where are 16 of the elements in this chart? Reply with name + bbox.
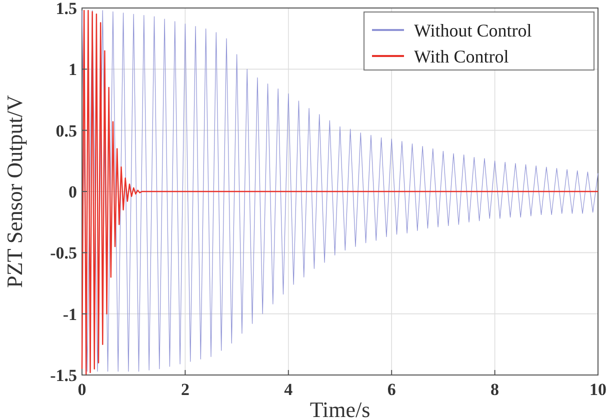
y-tick-label: 0.5 [56,121,77,140]
x-tick-label: 6 [387,380,396,399]
x-tick-label: 8 [490,380,500,399]
x-axis-title: Time/s [310,397,370,419]
y-tick-label: 0 [68,182,77,202]
y-axis-title: PZT Sensor Output/V [2,95,27,288]
x-tick-label: 10 [590,380,606,399]
legend-label: With Control [414,46,509,66]
legend-label: Without Control [414,20,532,40]
y-tick-label: -1.5 [50,366,77,385]
y-tick-label: 1.5 [56,0,77,18]
y-tick-label: -0.5 [50,244,77,263]
x-tick-label: 4 [284,380,294,399]
x-tick-label: 2 [180,380,190,399]
y-tick-label: 1 [68,60,77,80]
y-tick-label: -1 [62,304,77,324]
